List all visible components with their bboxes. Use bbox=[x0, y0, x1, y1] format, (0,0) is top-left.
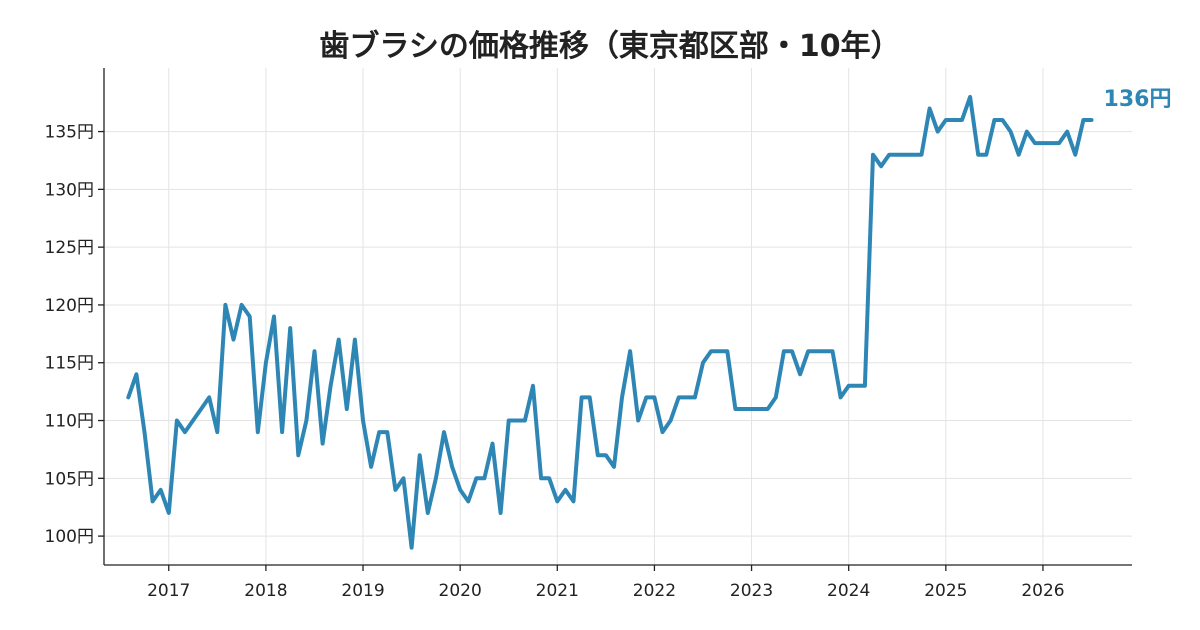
x-tick-label: 2022 bbox=[633, 581, 676, 601]
series-group: 136円 bbox=[126, 87, 1171, 550]
end-value-label: 136円 bbox=[1104, 87, 1172, 112]
x-axis-ticks: 2017 2018 2019 2020 2021 2022 2023 2024 2025 2026 bbox=[147, 565, 1065, 601]
price-line bbox=[126, 94, 1094, 550]
x-tick-label: 2026 bbox=[1021, 581, 1064, 601]
axes bbox=[103, 68, 1132, 566]
y-tick-label: 130円 bbox=[45, 180, 94, 200]
y-tick-label: 105円 bbox=[45, 469, 94, 489]
x-tick-label: 2021 bbox=[536, 581, 579, 601]
grid-lines bbox=[104, 68, 1132, 565]
y-axis-ticks: 100円 105円 110円 115円 120円 125円 130円 135円 bbox=[45, 123, 104, 547]
y-tick-label: 100円 bbox=[45, 527, 94, 547]
y-tick-label: 135円 bbox=[45, 123, 94, 143]
chart-title: 歯ブラシの価格推移（東京都区部・10年） bbox=[319, 29, 900, 64]
y-tick-label: 110円 bbox=[45, 412, 94, 432]
x-tick-label: 2020 bbox=[439, 581, 482, 601]
x-tick-label: 2017 bbox=[147, 581, 190, 601]
y-tick-label: 125円 bbox=[45, 238, 94, 258]
x-tick-label: 2018 bbox=[244, 581, 287, 601]
x-tick-label: 2025 bbox=[924, 581, 967, 601]
series-line: 136円 bbox=[126, 87, 1171, 550]
x-tick-label: 2024 bbox=[827, 581, 870, 601]
y-tick-label: 120円 bbox=[45, 296, 94, 316]
y-tick-label: 115円 bbox=[45, 354, 94, 374]
x-tick-label: 2023 bbox=[730, 581, 773, 601]
x-tick-label: 2019 bbox=[341, 581, 384, 601]
